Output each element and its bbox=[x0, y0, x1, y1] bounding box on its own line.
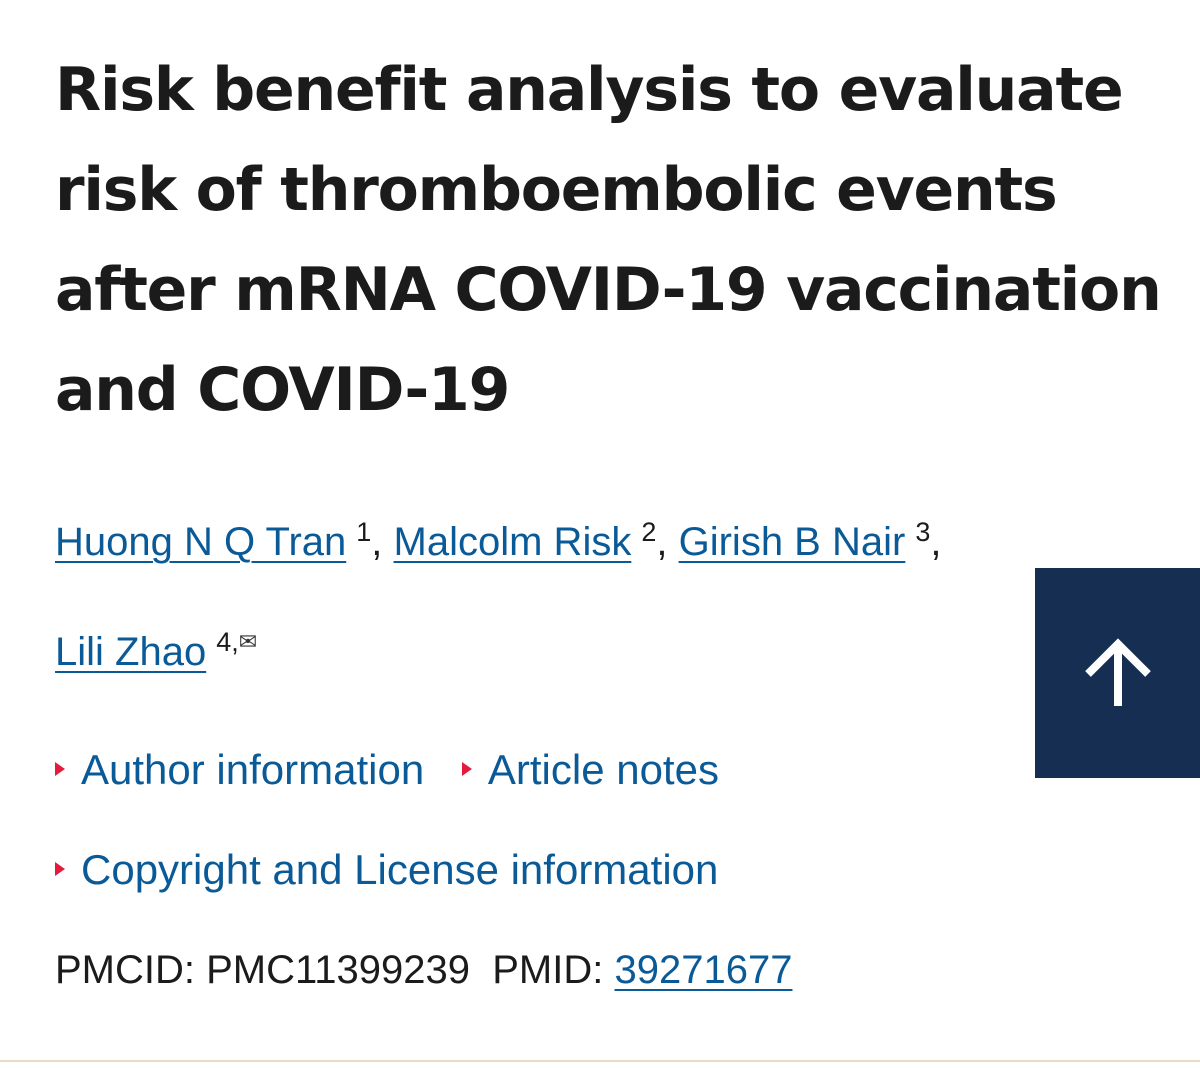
author-affiliation-1: 1 bbox=[356, 517, 372, 547]
section-divider bbox=[0, 1060, 1200, 1062]
author-affiliation-4: 4, bbox=[216, 627, 239, 657]
accordion-row-2: Copyright and License information bbox=[55, 820, 745, 920]
accordion-row-1: Author information Article notes bbox=[55, 720, 745, 820]
author-link-risk[interactable]: Malcolm Risk bbox=[393, 520, 632, 564]
author-line-2: Lili Zhao 4,✉ bbox=[55, 592, 1055, 692]
triangle-right-icon bbox=[55, 862, 65, 876]
author-affiliation-2: 2 bbox=[641, 517, 657, 547]
author-link-tran[interactable]: Huong N Q Tran bbox=[55, 520, 347, 564]
author-link-zhao[interactable]: Lili Zhao bbox=[55, 630, 207, 674]
pmid-label: PMID: bbox=[492, 948, 604, 992]
author-separator: , bbox=[656, 520, 668, 564]
pmid-link[interactable]: 39271677 bbox=[614, 948, 793, 992]
copyright-license-label: Copyright and License information bbox=[81, 846, 719, 893]
triangle-right-icon bbox=[461, 762, 472, 776]
article-identifiers: PMCID: PMC11399239 PMID: 39271677 bbox=[55, 920, 792, 1020]
author-separator: , bbox=[371, 520, 383, 564]
author-information-toggle[interactable]: Author information bbox=[55, 720, 424, 820]
pmcid-label: PMCID: bbox=[55, 948, 195, 992]
article-info-accordions: Author information Article notes Copyrig… bbox=[55, 720, 745, 920]
back-to-top-button[interactable] bbox=[1035, 568, 1200, 778]
author-information-label: Author information bbox=[81, 746, 425, 793]
article-notes-toggle[interactable]: Article notes bbox=[461, 720, 719, 820]
pmcid-value: PMC11399239 bbox=[206, 948, 471, 992]
article-notes-label: Article notes bbox=[487, 746, 719, 793]
article-header: Risk benefit analysis to evaluate risk o… bbox=[55, 40, 1165, 440]
copyright-license-toggle[interactable]: Copyright and License information bbox=[55, 820, 718, 920]
article-title: Risk benefit analysis to evaluate risk o… bbox=[55, 55, 1162, 425]
triangle-right-icon bbox=[55, 762, 65, 776]
author-affiliation-3: 3 bbox=[915, 517, 931, 547]
author-line-1: Huong N Q Tran 1, Malcolm Risk 2, Girish B… bbox=[55, 492, 1055, 592]
author-link-nair[interactable]: Girish B Nair bbox=[678, 520, 906, 564]
author-separator: , bbox=[930, 520, 942, 564]
arrow-up-icon bbox=[1084, 638, 1151, 706]
author-list: Huong N Q Tran 1, Malcolm Risk 2, Girish B… bbox=[55, 492, 1055, 692]
envelope-icon[interactable]: ✉ bbox=[238, 629, 258, 654]
